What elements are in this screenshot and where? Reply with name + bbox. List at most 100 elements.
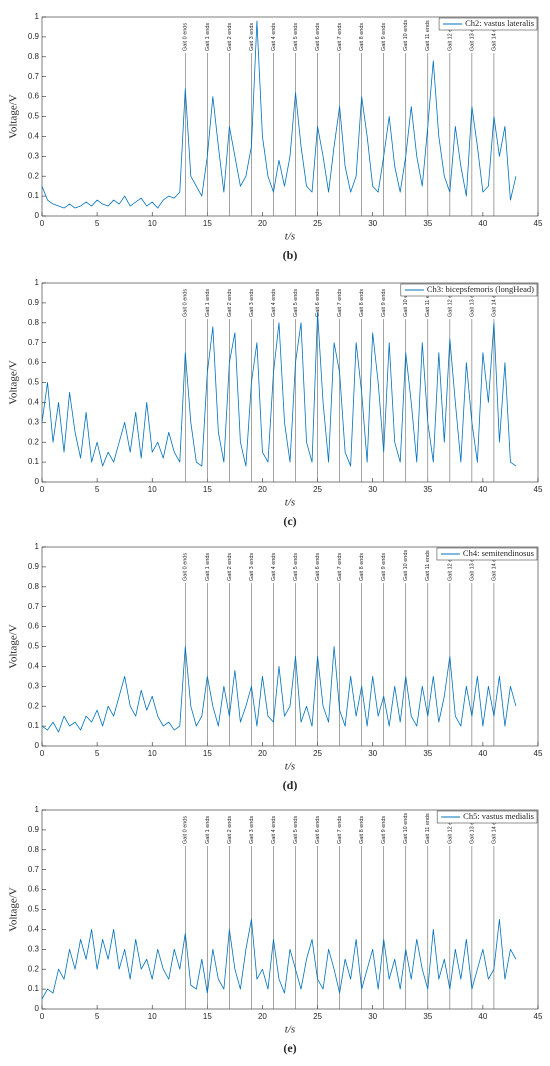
x-tick-label: 15	[203, 219, 212, 228]
gait-label: Gait 6 ends	[315, 553, 321, 581]
x-tick-label: 10	[148, 1012, 157, 1021]
y-tick-label: 1	[35, 278, 40, 287]
gait-label: Gait 3 ends	[249, 289, 255, 317]
y-axis-label: Voltage/V	[8, 94, 20, 138]
y-axis-label: Voltage/V	[8, 360, 20, 404]
gait-label: Gait 13 ends	[469, 20, 475, 51]
y-tick-label: 0.6	[28, 358, 40, 367]
x-tick-label: 25	[313, 1012, 322, 1021]
x-tick-label: 5	[95, 1012, 100, 1021]
y-tick-label: 0	[35, 741, 40, 750]
gait-label: Gait 3 ends	[249, 816, 255, 844]
gait-label: Gait 1 ends	[205, 816, 211, 844]
y-axis-label: Voltage/V	[8, 624, 20, 668]
panel-caption: (b)	[283, 248, 298, 262]
legend-box	[400, 283, 538, 297]
data-line	[41, 646, 517, 733]
x-tick-label: 40	[478, 749, 487, 758]
gait-label: Gait 2 ends	[227, 553, 233, 581]
legend-label: Ch5: vastus medialis	[463, 811, 534, 821]
gait-label: Gait 14 ends	[491, 20, 497, 51]
panel-caption: (d)	[283, 778, 298, 792]
gait-label: Gait 4 ends	[271, 816, 277, 844]
gait-label: Gait 10 ends	[403, 550, 409, 581]
y-tick-label: 0.9	[28, 298, 40, 307]
x-tick-label: 45	[534, 1012, 543, 1021]
gait-label: Gait 5 ends	[293, 553, 299, 581]
data-line	[41, 919, 517, 1000]
x-tick-label: 0	[40, 219, 45, 228]
y-tick-label: 0.7	[28, 602, 40, 611]
y-tick-label: 0.3	[28, 681, 40, 690]
y-tick-label: 0	[35, 1004, 40, 1013]
legend-label: Ch4: semitendinosus	[463, 548, 534, 558]
x-tick-label: 25	[313, 749, 322, 758]
legend-box	[436, 810, 538, 824]
x-tick-label: 15	[203, 485, 212, 494]
gait-label: Gait 0 ends	[183, 23, 189, 51]
y-tick-label: 0.6	[28, 885, 40, 894]
y-tick-label: 0.6	[28, 92, 40, 101]
y-tick-label: 0.1	[28, 721, 40, 730]
y-tick-label: 0.8	[28, 318, 40, 327]
y-tick-label: 0.4	[28, 132, 40, 141]
y-tick-label: 0.5	[28, 905, 40, 914]
x-tick-label: 20	[258, 1012, 267, 1021]
y-tick-label: 0.2	[28, 701, 40, 710]
y-tick-label: 0.1	[28, 984, 40, 993]
x-tick-label: 5	[95, 485, 100, 494]
y-tick-label: 0.4	[28, 925, 40, 934]
x-tick-label: 10	[148, 749, 157, 758]
legend-label: Ch3: bicepsfemoris (longHead)	[427, 284, 534, 294]
x-tick-label: 30	[368, 485, 377, 494]
y-tick-label: 0.9	[28, 32, 40, 41]
gait-label: Gait 10 ends	[403, 286, 409, 317]
gait-label: Gait 12 ends	[447, 20, 453, 51]
x-tick-label: 45	[534, 485, 543, 494]
x-tick-label: 0	[40, 749, 45, 758]
y-tick-label: 0.3	[28, 151, 40, 160]
gait-label: Gait 5 ends	[293, 816, 299, 844]
gait-label: Gait 8 ends	[359, 553, 365, 581]
gait-label: Gait 12 ends	[447, 550, 453, 581]
gait-label: Gait 9 ends	[381, 289, 387, 317]
x-tick-label: 35	[423, 485, 432, 494]
y-tick-label: 0.5	[28, 642, 40, 651]
gait-label: Gait 3 ends	[249, 23, 255, 51]
gait-label: Gait 14 ends	[491, 550, 497, 581]
gait-label: Gait 4 ends	[271, 553, 277, 581]
gait-label: Gait 2 ends	[227, 289, 233, 317]
y-tick-label: 0.4	[28, 398, 40, 407]
gait-label: Gait 0 ends	[183, 289, 189, 317]
x-tick-label: 25	[313, 219, 322, 228]
gait-label: Gait 9 ends	[381, 553, 387, 581]
gait-label: Gait 9 ends	[381, 816, 387, 844]
y-tick-label: 0	[35, 211, 40, 220]
x-tick-label: 5	[95, 219, 100, 228]
y-tick-label: 0.1	[28, 191, 40, 200]
x-axis-label: t/s	[285, 761, 295, 773]
gait-label: Gait 1 ends	[205, 23, 211, 51]
y-tick-label: 1	[35, 542, 40, 551]
y-tick-label: 0.5	[28, 112, 40, 121]
legend-box	[436, 547, 538, 561]
plot-frame	[41, 16, 539, 217]
y-tick-label: 0.4	[28, 662, 40, 671]
plot-frame	[41, 546, 539, 747]
y-tick-label: 1	[35, 12, 40, 21]
data-line	[41, 20, 517, 209]
x-tick-label: 0	[40, 1012, 45, 1021]
gait-label: Gait 5 ends	[293, 289, 299, 317]
gait-label: Gait 13 ends	[469, 286, 475, 317]
gait-label: Gait 3 ends	[249, 553, 255, 581]
y-tick-label: 1	[35, 805, 40, 814]
x-tick-label: 20	[258, 485, 267, 494]
gait-label: Gait 10 ends	[403, 20, 409, 51]
y-tick-label: 0.7	[28, 865, 40, 874]
y-tick-label: 0	[35, 477, 40, 486]
gait-label: Gait 11 ends	[425, 286, 431, 317]
x-tick-label: 25	[313, 485, 322, 494]
y-tick-label: 0.2	[28, 437, 40, 446]
gait-label: Gait 1 ends	[205, 553, 211, 581]
